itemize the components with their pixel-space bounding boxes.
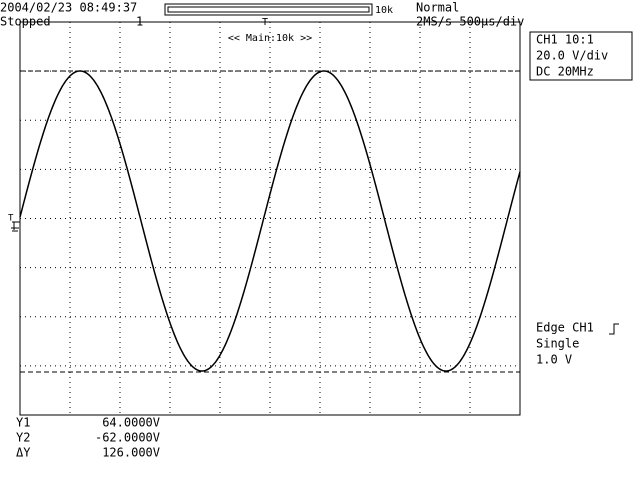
record-window xyxy=(167,6,370,13)
record-bar xyxy=(164,3,373,16)
channel-box xyxy=(529,31,633,81)
trigger-single: Single xyxy=(536,337,579,351)
trigger-mode: Normal xyxy=(416,1,459,15)
ground-marker xyxy=(11,221,20,232)
trigger-source: Edge CH1 xyxy=(536,321,594,335)
trigger-level: 1.0 V xyxy=(536,353,572,367)
channel-name: CH1 10:1 xyxy=(536,33,594,47)
channel-coupling: DC 20MHz xyxy=(536,65,594,79)
cursor-value: -62.0000V xyxy=(95,431,160,445)
cursor-label: ΔY xyxy=(16,446,31,460)
cursor-label: Y1 xyxy=(16,416,30,430)
waveform xyxy=(19,70,521,372)
channel-scale: 20.0 V/div xyxy=(536,49,608,63)
cursor-readout: Y1 64.0000V Y2 -62.0000V ΔY 126.000V xyxy=(16,416,160,460)
cursor-label: Y2 xyxy=(16,431,30,445)
edge-icon xyxy=(609,323,619,335)
cursor-value: 64.0000V xyxy=(102,416,160,430)
record-length: 10k xyxy=(375,5,393,16)
trigger-level-marker: T xyxy=(8,214,14,224)
graticule xyxy=(19,21,521,416)
datetime: 2004/02/23 08:49:37 xyxy=(0,1,137,15)
cursor-value: 126.000V xyxy=(102,446,160,460)
zoom-label: << Main:10k >> xyxy=(228,33,312,44)
